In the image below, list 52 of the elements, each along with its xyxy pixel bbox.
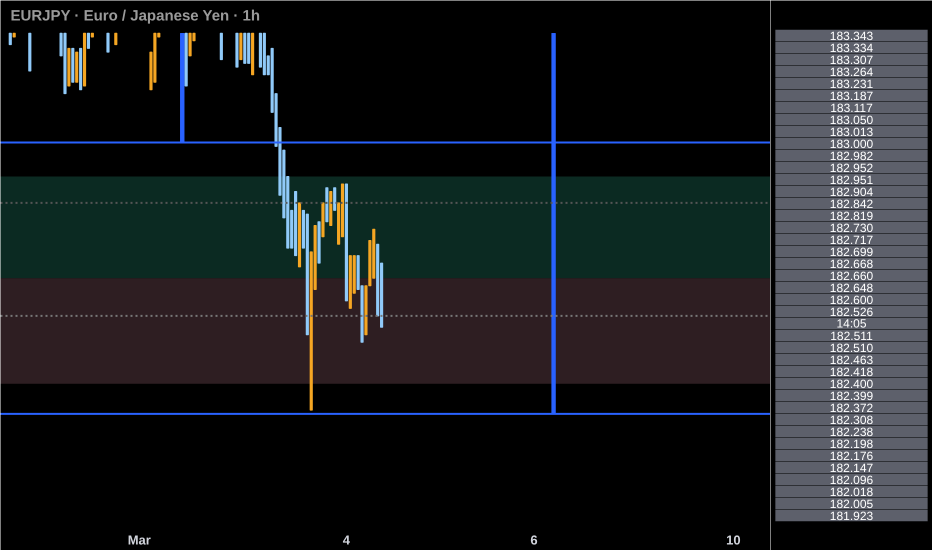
text: 182.198 [830, 437, 874, 451]
text: 182.147 [830, 461, 874, 475]
text: 182.400 [830, 377, 874, 391]
text: 182.952 [830, 161, 874, 175]
text: 182.717 [830, 233, 874, 247]
text: 182.308 [830, 413, 874, 427]
text: 182.005 [830, 497, 874, 511]
text: 183.343 [830, 29, 874, 43]
text: 183.117 [830, 101, 874, 115]
text: 182.018 [830, 485, 874, 499]
text: 182.418 [830, 365, 874, 379]
text: 182.660 [830, 269, 874, 283]
text: 182.096 [830, 473, 874, 487]
candlestick [188, 32, 192, 56]
text: 183.231 [830, 77, 874, 91]
text: 182.463 [830, 353, 874, 367]
text: 183.050 [830, 113, 874, 127]
text: 182.600 [830, 293, 874, 307]
text: 182.668 [830, 257, 874, 271]
text: 182.372 [830, 401, 874, 415]
text: 182.982 [830, 149, 874, 163]
x-tick-label: 10 [726, 532, 741, 548]
text: 182.819 [830, 209, 874, 223]
text: 182.699 [830, 245, 874, 259]
text: 182.176 [830, 449, 874, 463]
text: 182.951 [830, 173, 874, 187]
text: 183.307 [830, 53, 874, 67]
text: 183.013 [830, 125, 874, 139]
text: 182.238 [830, 425, 874, 439]
candlestick [114, 32, 118, 46]
text: 182.904 [830, 185, 874, 199]
text: 183.000 [830, 137, 874, 151]
text: 182.526 [830, 305, 874, 319]
text: 182.842 [830, 197, 874, 211]
text: 182.730 [830, 221, 874, 235]
text: 183.187 [830, 89, 874, 103]
x-tick-label: Mar [128, 532, 151, 548]
text: 181.923 [830, 509, 874, 523]
candlestick [86, 32, 90, 49]
text: 183.334 [830, 41, 874, 55]
x-tick-label: 6 [530, 532, 538, 548]
text: 182.510 [830, 341, 874, 355]
text: 182.648 [830, 281, 874, 295]
chart-title: EURJPY · Euro / Japanese Yen · 1h [10, 8, 260, 24]
text: 183.264 [830, 65, 874, 79]
text: 182.399 [830, 389, 874, 403]
candlestick [106, 32, 110, 53]
candlestick [333, 187, 336, 211]
text: 14:05 [836, 316, 867, 330]
candlestick [8, 32, 12, 46]
text: 182.511 [830, 329, 874, 343]
x-tick-label: 4 [342, 532, 351, 548]
